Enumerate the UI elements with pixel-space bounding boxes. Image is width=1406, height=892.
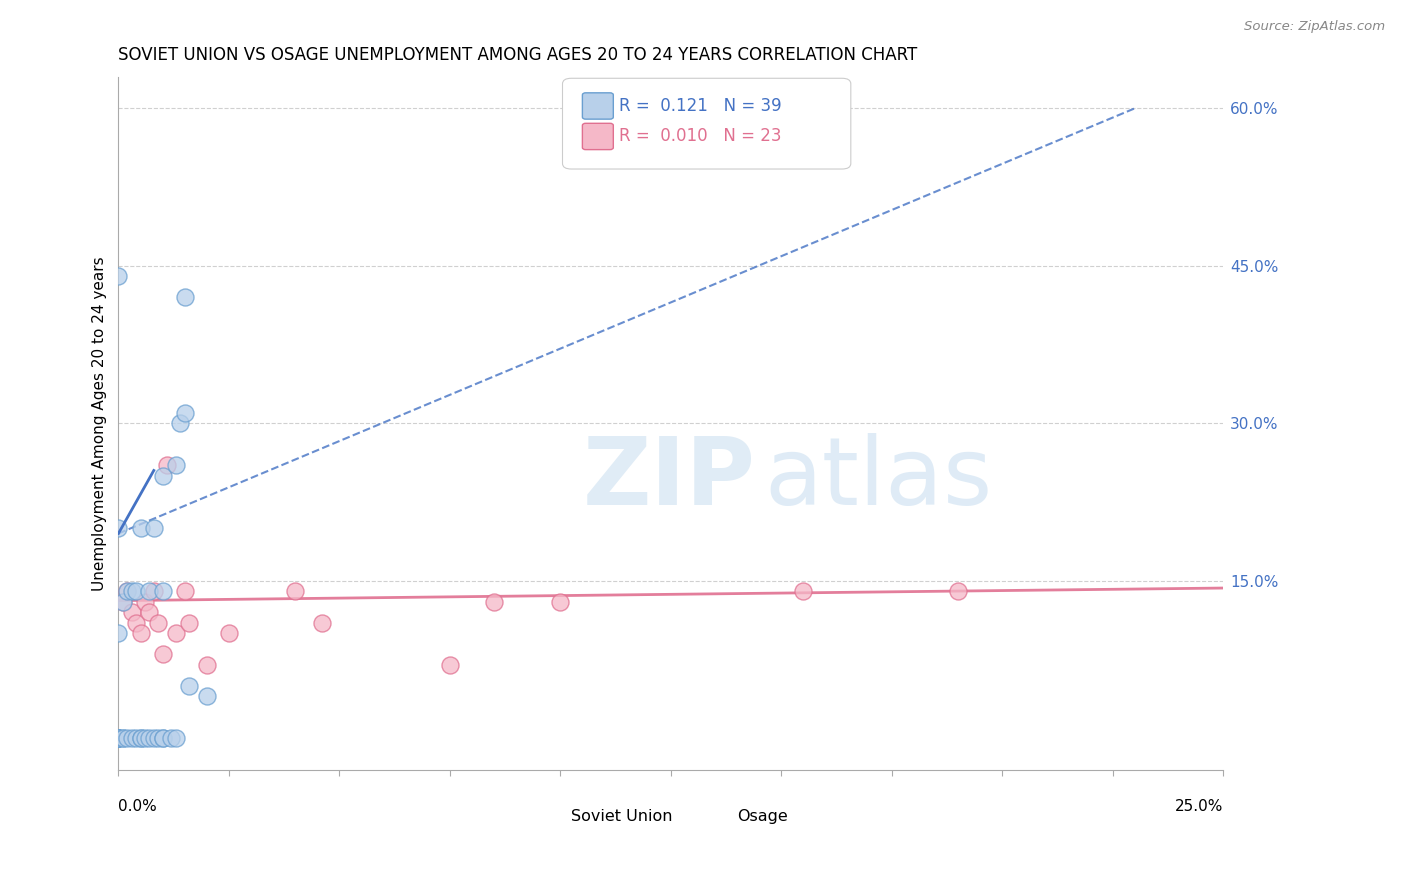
FancyBboxPatch shape bbox=[582, 123, 613, 150]
Point bbox=[121, 731, 143, 746]
Point bbox=[121, 605, 143, 619]
Point bbox=[173, 290, 195, 304]
Point bbox=[134, 731, 156, 746]
Point bbox=[134, 595, 156, 609]
Text: R =  0.010   N = 23: R = 0.010 N = 23 bbox=[619, 128, 782, 145]
Point bbox=[152, 647, 174, 661]
Point bbox=[284, 584, 307, 599]
Text: Source: ZipAtlas.com: Source: ZipAtlas.com bbox=[1244, 20, 1385, 33]
Point bbox=[107, 626, 129, 640]
Point bbox=[138, 605, 160, 619]
Point bbox=[107, 521, 129, 535]
Point bbox=[107, 731, 129, 746]
Point bbox=[129, 731, 152, 746]
Point bbox=[129, 521, 152, 535]
Text: 0.0%: 0.0% bbox=[118, 798, 157, 814]
Text: Soviet Union: Soviet Union bbox=[571, 809, 673, 824]
Point bbox=[173, 406, 195, 420]
Point bbox=[946, 584, 969, 599]
Point bbox=[160, 731, 183, 746]
Text: 25.0%: 25.0% bbox=[1174, 798, 1223, 814]
Point bbox=[195, 657, 218, 672]
Y-axis label: Unemployment Among Ages 20 to 24 years: Unemployment Among Ages 20 to 24 years bbox=[93, 256, 107, 591]
Point bbox=[138, 731, 160, 746]
Point bbox=[142, 584, 165, 599]
Point bbox=[121, 584, 143, 599]
Point bbox=[195, 689, 218, 703]
Point bbox=[165, 731, 187, 746]
Point bbox=[142, 731, 165, 746]
Point bbox=[152, 731, 174, 746]
Point bbox=[107, 731, 129, 746]
Point bbox=[179, 679, 201, 693]
Point bbox=[107, 731, 129, 746]
Point bbox=[107, 731, 129, 746]
Point bbox=[550, 595, 572, 609]
FancyBboxPatch shape bbox=[562, 78, 851, 169]
Point bbox=[117, 584, 139, 599]
Point bbox=[111, 595, 134, 609]
Point bbox=[142, 521, 165, 535]
Point bbox=[111, 595, 134, 609]
Point bbox=[482, 595, 505, 609]
Point bbox=[311, 615, 333, 630]
FancyBboxPatch shape bbox=[582, 93, 613, 120]
FancyBboxPatch shape bbox=[534, 805, 561, 827]
Point bbox=[125, 615, 148, 630]
Point bbox=[218, 626, 240, 640]
Point bbox=[179, 615, 201, 630]
Point bbox=[156, 458, 179, 473]
FancyBboxPatch shape bbox=[700, 805, 727, 827]
Point bbox=[107, 731, 129, 746]
Text: SOVIET UNION VS OSAGE UNEMPLOYMENT AMONG AGES 20 TO 24 YEARS CORRELATION CHART: SOVIET UNION VS OSAGE UNEMPLOYMENT AMONG… bbox=[118, 46, 918, 64]
Point bbox=[165, 458, 187, 473]
Point bbox=[107, 731, 129, 746]
Point bbox=[125, 731, 148, 746]
Point bbox=[129, 626, 152, 640]
Text: ZIP: ZIP bbox=[582, 433, 755, 524]
Text: Osage: Osage bbox=[737, 809, 787, 824]
Point bbox=[152, 584, 174, 599]
Point bbox=[138, 584, 160, 599]
Point bbox=[111, 731, 134, 746]
Point bbox=[792, 584, 814, 599]
Point bbox=[152, 468, 174, 483]
Point bbox=[148, 615, 170, 630]
Point bbox=[165, 626, 187, 640]
Point bbox=[169, 416, 191, 430]
Point bbox=[111, 731, 134, 746]
Point bbox=[173, 584, 195, 599]
Point bbox=[117, 731, 139, 746]
Point bbox=[152, 731, 174, 746]
Point bbox=[125, 584, 148, 599]
Point bbox=[148, 731, 170, 746]
Point bbox=[107, 269, 129, 284]
Point bbox=[129, 731, 152, 746]
Point bbox=[117, 584, 139, 599]
Point bbox=[439, 657, 461, 672]
Text: R =  0.121   N = 39: R = 0.121 N = 39 bbox=[619, 97, 782, 115]
Text: atlas: atlas bbox=[765, 433, 993, 524]
